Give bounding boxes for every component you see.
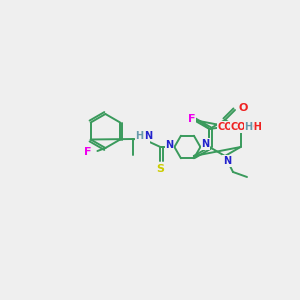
Text: N: N (201, 139, 209, 149)
Text: COOH: COOH (230, 122, 262, 132)
Text: N: N (141, 133, 149, 143)
Text: S: S (156, 164, 164, 174)
Text: N: N (223, 156, 231, 166)
Text: F: F (188, 114, 195, 124)
Text: H: H (135, 131, 143, 141)
Text: N: N (165, 140, 173, 150)
Text: F: F (84, 147, 91, 157)
Text: N: N (144, 131, 152, 141)
Text: O: O (238, 103, 248, 113)
Text: COOH: COOH (218, 122, 249, 132)
Text: H: H (244, 122, 253, 132)
Text: H: H (137, 133, 146, 143)
